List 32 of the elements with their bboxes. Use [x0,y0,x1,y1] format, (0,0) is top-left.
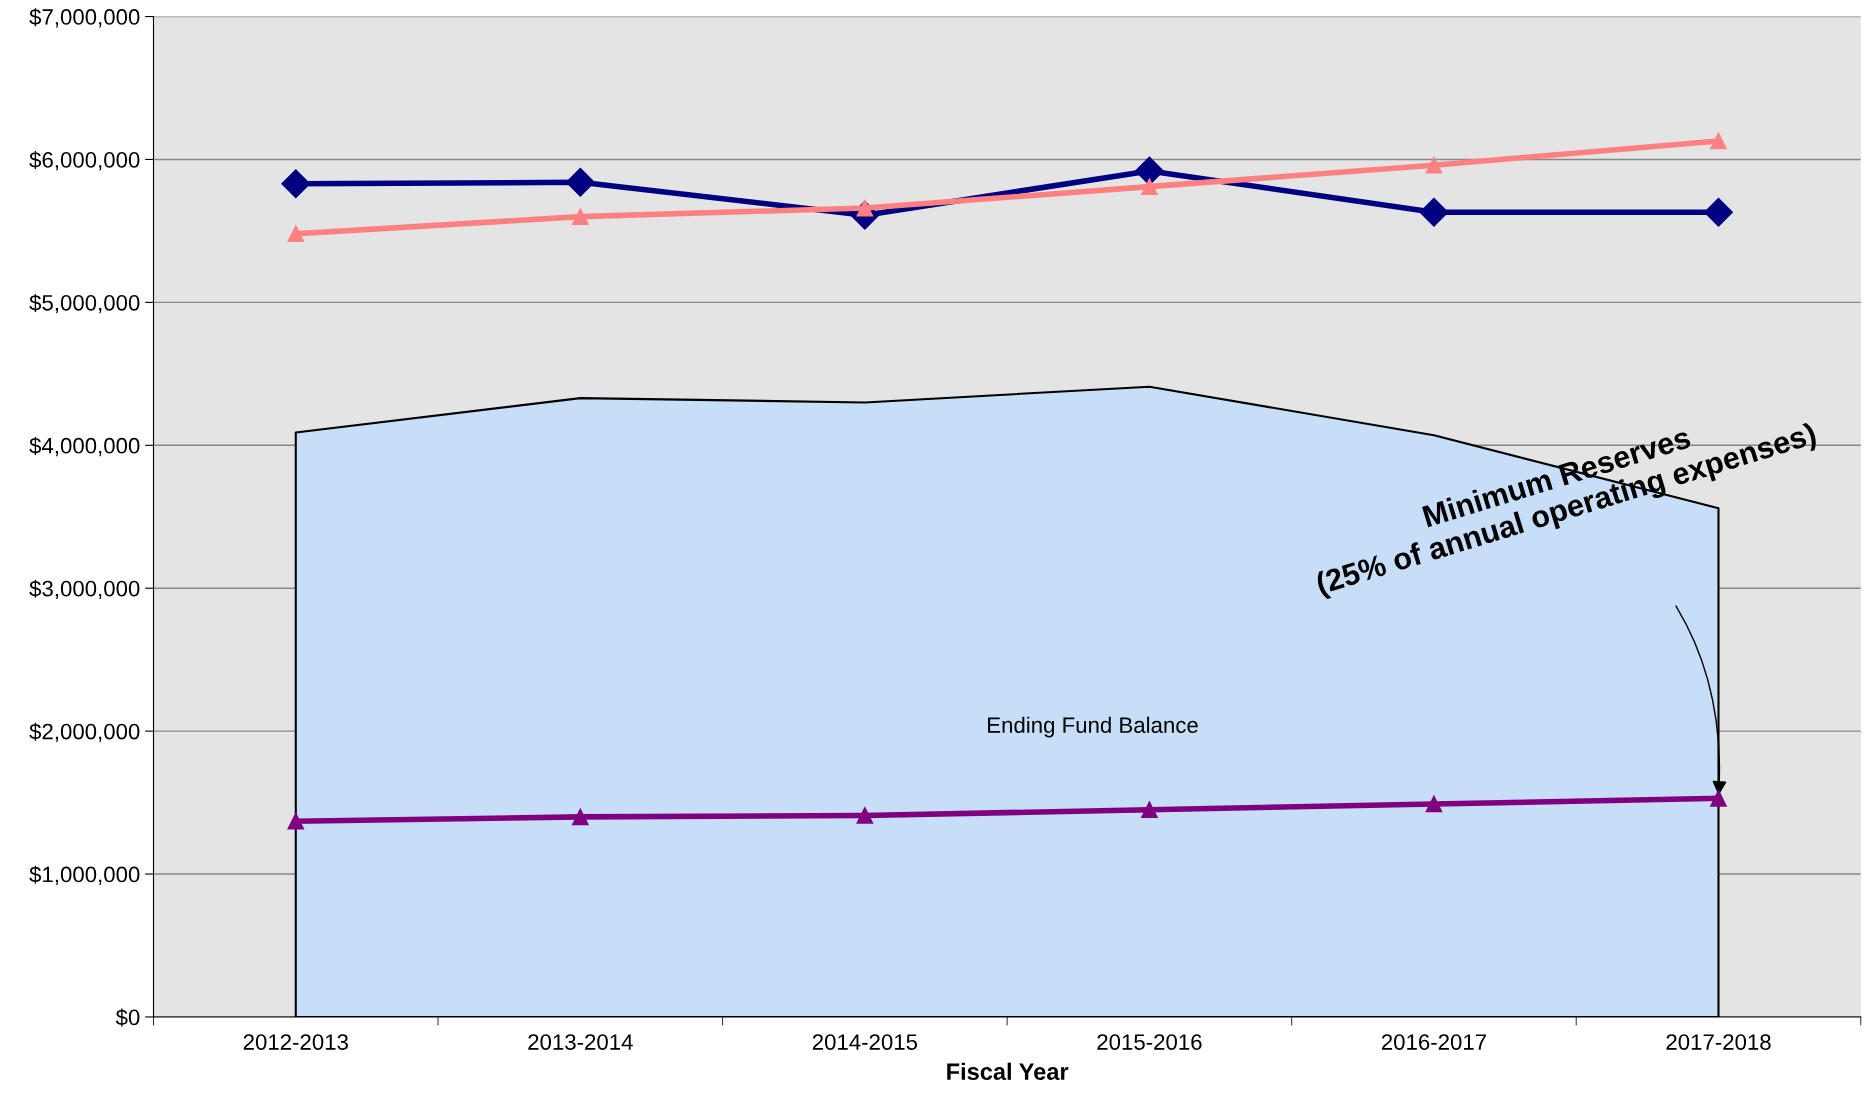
y-tick-label: $1,000,000 [29,865,140,885]
y-tick-label: $2,000,000 [29,722,140,743]
x-tick-label: 2014-2015 [812,1034,918,1050]
point [1141,801,1158,819]
y-tick-label: $6,000,000 [29,151,140,171]
point [571,208,589,225]
point [1710,789,1727,807]
point [1141,178,1158,195]
y-tick-label: $3,000,000 [29,579,140,600]
x-tick-label: 2012-2013 [243,1034,348,1050]
point [1419,197,1449,227]
y-tick-label: $0 [115,1008,140,1027]
point [571,808,589,826]
y-tick-label: $7,000,000 [29,8,140,28]
point [1425,156,1443,174]
point [287,812,305,830]
y-tick-label: $4,000,000 [29,436,140,457]
x-tick-label: 2017-2018 [1666,1034,1771,1050]
y-tick-label: $5,000,000 [29,293,140,314]
x-tick-label: 2016-2017 [1381,1034,1486,1050]
x-tick-label: 2013-2014 [528,1034,633,1050]
point [856,807,874,824]
point [565,167,595,197]
point [281,169,311,199]
x-axis-title: Fiscal Year [947,1062,1069,1081]
x-tick-label: 2015-2016 [1097,1034,1202,1050]
point [1134,156,1164,186]
point [287,225,305,243]
point [1425,795,1443,813]
point [1710,132,1727,150]
series-label: Ending Fund Balance [988,716,1198,738]
point [1704,197,1733,227]
